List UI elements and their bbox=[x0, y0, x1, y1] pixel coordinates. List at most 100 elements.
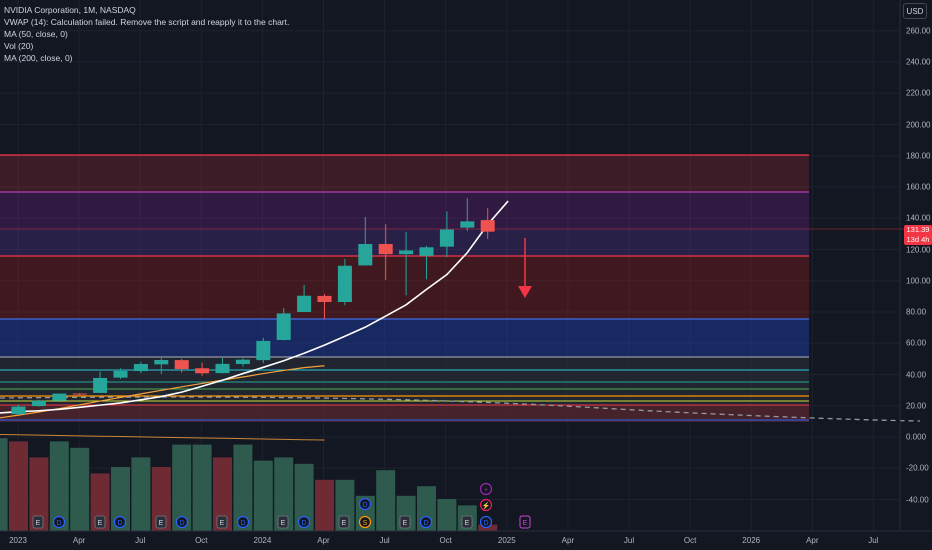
calendar-e-icon[interactable]: E bbox=[338, 515, 350, 529]
currency-button[interactable]: USD bbox=[903, 3, 927, 19]
time-tick-label: 2023 bbox=[9, 536, 27, 545]
price-tick-label: 100.00 bbox=[906, 276, 931, 286]
time-tick-label: Jul bbox=[623, 536, 635, 545]
symbol-title[interactable]: NVIDIA Corporation, 1M, NASDAQ bbox=[4, 5, 136, 15]
candle bbox=[154, 358, 169, 375]
candle-body bbox=[195, 368, 210, 374]
volume-bar bbox=[315, 479, 334, 531]
candle-body bbox=[378, 244, 393, 255]
svg-text:E: E bbox=[465, 520, 470, 527]
dividend-icon[interactable]: D bbox=[479, 515, 493, 529]
dividend-icon[interactable]: D bbox=[358, 497, 372, 511]
calendar-e-icon[interactable]: E bbox=[155, 515, 167, 529]
dividend-icon[interactable]: D bbox=[419, 515, 433, 529]
svg-text:D: D bbox=[179, 520, 184, 527]
indicator-vwap[interactable]: VWAP (14): Calculation failed. Remove th… bbox=[4, 17, 290, 27]
volume-bar bbox=[376, 470, 396, 531]
candle-body bbox=[215, 363, 230, 374]
calendar-e-icon[interactable]: E bbox=[32, 515, 44, 529]
volume-bar bbox=[253, 460, 273, 531]
candle bbox=[317, 294, 332, 319]
calendar-e-icon[interactable]: E bbox=[399, 515, 411, 529]
price-tick-label: 60.00 bbox=[906, 338, 927, 348]
calendar-e-icon[interactable]: E bbox=[519, 515, 531, 529]
candle bbox=[215, 358, 230, 374]
volume-bar bbox=[151, 467, 171, 531]
candle-body bbox=[480, 220, 495, 232]
price-zones bbox=[0, 154, 932, 422]
candle-body bbox=[31, 400, 46, 407]
candle bbox=[31, 399, 46, 407]
svg-text:D: D bbox=[483, 520, 488, 527]
calendar-e-icon[interactable]: E bbox=[277, 515, 289, 529]
svg-text:⚡: ⚡ bbox=[482, 501, 491, 510]
zone-target bbox=[0, 256, 809, 319]
volume-bar bbox=[70, 447, 90, 531]
dividend-icon[interactable]: D bbox=[113, 515, 127, 529]
projection-arrow[interactable] bbox=[518, 238, 532, 298]
volume-bar bbox=[49, 441, 69, 531]
indicator-ma50[interactable]: MA (50, close, 0) bbox=[4, 29, 68, 39]
candle bbox=[297, 284, 312, 312]
indicator-ma200[interactable]: MA (200, close, 0) bbox=[4, 53, 73, 63]
volume-bar bbox=[172, 444, 192, 531]
bar-countdown: 13d 4h bbox=[906, 234, 930, 244]
price-tick-label: 40.00 bbox=[906, 370, 927, 379]
time-tick-label: Oct bbox=[195, 536, 208, 545]
svg-text:E: E bbox=[220, 520, 225, 527]
volume-bar bbox=[9, 441, 28, 531]
split-icon[interactable]: ⚡ bbox=[479, 498, 493, 512]
price-tick-label: 240.00 bbox=[906, 57, 931, 67]
time-tick-label: Jul bbox=[868, 536, 879, 545]
indicator-vol[interactable]: Vol (20) bbox=[4, 41, 34, 51]
svg-text:E: E bbox=[342, 520, 347, 527]
price-tick-label: 80.00 bbox=[906, 307, 927, 317]
calendar-e-icon[interactable]: E bbox=[461, 515, 473, 529]
dividend-icon[interactable]: D bbox=[297, 515, 311, 529]
price-tick-label: -40.00 bbox=[906, 495, 929, 504]
svg-text:D: D bbox=[301, 520, 306, 527]
candle-body bbox=[297, 295, 312, 312]
candle-body bbox=[133, 364, 148, 372]
candle bbox=[399, 231, 414, 296]
svg-text:E: E bbox=[159, 520, 164, 527]
candle bbox=[113, 368, 128, 379]
candle bbox=[276, 308, 291, 341]
volume-bar bbox=[131, 457, 151, 531]
candle-body bbox=[317, 295, 332, 302]
time-tick-label: Oct bbox=[683, 536, 697, 545]
candle bbox=[337, 258, 352, 306]
price-tick-label: 0.000 bbox=[906, 432, 927, 442]
candle-body bbox=[154, 359, 169, 365]
plus-circle-icon[interactable]: + bbox=[479, 482, 493, 496]
candle-body bbox=[337, 265, 352, 302]
split-icon[interactable]: S bbox=[358, 515, 372, 529]
dividend-icon[interactable]: D bbox=[52, 515, 66, 529]
time-tick-label: Apr bbox=[806, 536, 819, 545]
svg-text:E: E bbox=[523, 520, 528, 527]
candle bbox=[11, 404, 26, 415]
candle-body bbox=[52, 393, 67, 401]
candle-body bbox=[113, 370, 128, 378]
calendar-e-icon[interactable]: E bbox=[216, 515, 228, 529]
price-tick-label: 120.00 bbox=[906, 245, 931, 254]
svg-text:D: D bbox=[56, 520, 61, 527]
dividend-icon[interactable]: D bbox=[175, 515, 189, 529]
svg-text:E: E bbox=[403, 520, 408, 527]
calendar-e-icon[interactable]: E bbox=[94, 515, 106, 529]
candle bbox=[235, 358, 250, 367]
candle bbox=[93, 371, 108, 394]
dividend-icon[interactable]: D bbox=[236, 515, 250, 529]
time-tick-label: Jul bbox=[135, 536, 146, 545]
candle-body bbox=[460, 221, 475, 228]
zone-support-red bbox=[0, 405, 809, 422]
candle bbox=[419, 245, 434, 280]
time-tick-label: Apr bbox=[72, 536, 86, 545]
candle bbox=[256, 337, 271, 364]
volume-bar bbox=[274, 457, 294, 531]
last-price-value: 131.39 bbox=[906, 225, 930, 234]
svg-text:D: D bbox=[117, 520, 122, 527]
ma50-line bbox=[0, 200, 509, 414]
event-markers: E D E D E D E D E D E S E D E D D ⚡ + E bbox=[32, 482, 531, 529]
